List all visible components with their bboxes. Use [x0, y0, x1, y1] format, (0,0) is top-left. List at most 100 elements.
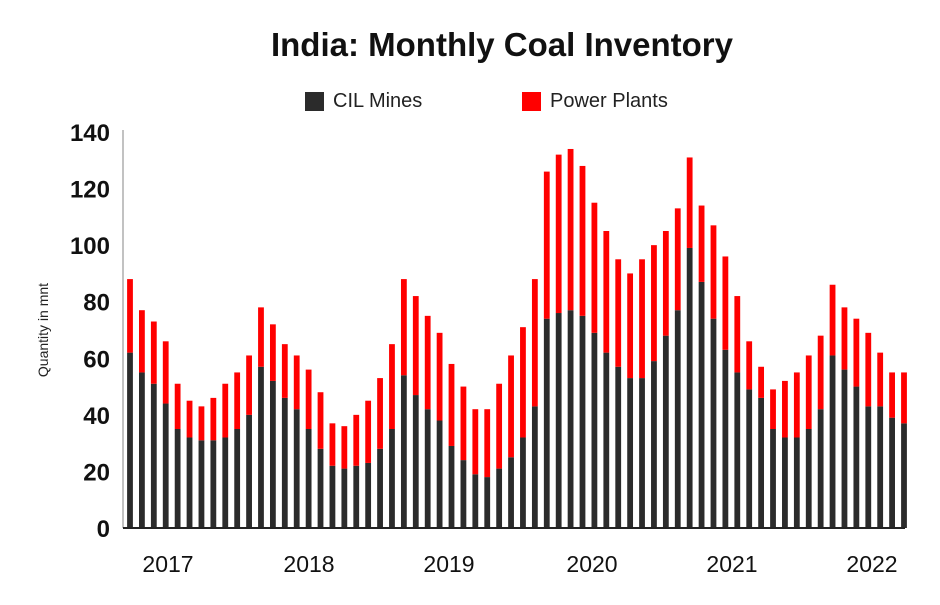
- bar-cil-mines: [793, 437, 800, 528]
- bar-power-plants: [746, 341, 753, 390]
- bar-power-plants: [805, 355, 812, 429]
- bar-cil-mines: [127, 352, 133, 528]
- bar-power-plants: [758, 366, 765, 398]
- bar-cil-mines: [758, 397, 765, 528]
- chart-title: India: Monthly Coal Inventory: [270, 26, 734, 63]
- bar-cil-mines: [329, 465, 336, 528]
- bar-power-plants: [651, 245, 657, 362]
- bar-power-plants: [722, 256, 729, 350]
- bar-cil-mines: [472, 474, 479, 528]
- bar-power-plants: [341, 426, 348, 469]
- bar-power-plants: [258, 307, 264, 367]
- legend-swatch-power-plants: [522, 92, 541, 111]
- bar-cil-mines: [555, 313, 562, 528]
- bar-cil-mines: [877, 406, 884, 528]
- bar-power-plants: [139, 310, 145, 373]
- bar-power-plants: [686, 157, 693, 248]
- bar-power-plants: [829, 284, 836, 356]
- bar-cil-mines: [901, 423, 907, 528]
- bar-cil-mines: [579, 315, 586, 528]
- bar-cil-mines: [436, 420, 443, 528]
- bar-power-plants: [865, 332, 872, 407]
- y-tick-label: 80: [83, 290, 110, 317]
- bar-cil-mines: [531, 406, 538, 528]
- y-tick-label: 0: [97, 516, 110, 543]
- bar-power-plants: [841, 307, 848, 370]
- bar-cil-mines: [543, 318, 550, 528]
- bar-power-plants: [317, 392, 324, 449]
- bar-cil-mines: [389, 429, 395, 528]
- bar-cil-mines: [317, 448, 324, 528]
- y-axis-label: Quantity in mnt: [35, 283, 51, 377]
- bar-cil-mines: [269, 380, 276, 528]
- bar-cil-mines: [377, 448, 383, 528]
- bar-power-plants: [377, 378, 383, 449]
- bar-cil-mines: [520, 437, 526, 528]
- bar-power-plants: [436, 332, 443, 421]
- bar-power-plants: [889, 372, 895, 418]
- bar-cil-mines: [460, 460, 467, 528]
- bar-power-plants: [817, 335, 824, 410]
- bar-cil-mines: [853, 386, 860, 528]
- bar-power-plants: [770, 389, 776, 429]
- bar-cil-mines: [770, 429, 776, 528]
- bar-power-plants: [567, 148, 574, 311]
- bar-power-plants: [543, 171, 550, 319]
- x-tick-label: 2019: [423, 551, 474, 577]
- bar-cil-mines: [305, 429, 312, 528]
- bar-cil-mines: [782, 437, 788, 528]
- bar-power-plants: [472, 409, 479, 475]
- x-tick-label: 2021: [706, 551, 757, 577]
- bars: [127, 148, 907, 528]
- bar-power-plants: [186, 400, 193, 438]
- bar-cil-mines: [424, 409, 431, 528]
- bar-cil-mines: [258, 366, 264, 528]
- legend-item-cil-mines: CIL Mines: [305, 90, 422, 113]
- bar-cil-mines: [508, 457, 514, 528]
- bar-cil-mines: [234, 429, 241, 528]
- bar-cil-mines: [139, 372, 145, 528]
- bar-power-plants: [174, 383, 181, 429]
- bar-power-plants: [305, 369, 312, 429]
- bar-power-plants: [389, 344, 395, 429]
- bar-power-plants: [710, 225, 717, 319]
- bar-power-plants: [698, 205, 705, 282]
- bar-power-plants: [365, 400, 372, 463]
- y-tick-label: 20: [83, 459, 110, 486]
- axes: [122, 130, 905, 529]
- bar-cil-mines: [567, 310, 574, 528]
- bar-power-plants: [234, 372, 241, 429]
- legend-label-cil-mines: CIL Mines: [333, 90, 423, 112]
- bar-power-plants: [448, 363, 455, 446]
- y-axis: 0 20 40 60 80 100 120 140: [70, 120, 110, 543]
- x-tick-label: 2018: [283, 551, 334, 577]
- bar-cil-mines: [150, 383, 157, 528]
- legend-item-power-plants: Power Plants: [522, 90, 668, 113]
- bar-power-plants: [627, 273, 634, 379]
- bar-cil-mines: [222, 437, 229, 528]
- bar-cil-mines: [722, 349, 729, 528]
- bar-power-plants: [424, 315, 431, 410]
- bar-power-plants: [329, 423, 336, 466]
- bar-power-plants: [520, 327, 526, 438]
- bar-power-plants: [662, 231, 669, 336]
- bar-cil-mines: [448, 445, 455, 528]
- x-tick-label: 2017: [142, 551, 193, 577]
- bar-cil-mines: [639, 378, 645, 528]
- bar-power-plants: [496, 383, 503, 469]
- bar-cil-mines: [246, 414, 252, 528]
- y-tick-label: 40: [83, 403, 110, 430]
- bar-cil-mines: [889, 417, 895, 528]
- bar-cil-mines: [210, 440, 217, 528]
- bar-power-plants: [674, 208, 681, 311]
- bar-power-plants: [877, 352, 884, 407]
- x-tick-label: 2020: [566, 551, 617, 577]
- bar-power-plants: [400, 279, 407, 376]
- x-axis: 2017 2018 2019 2020 2021 2022: [142, 551, 897, 577]
- bar-cil-mines: [400, 375, 407, 528]
- bar-power-plants: [353, 414, 360, 466]
- legend: CIL Mines Power Plants: [0, 90, 940, 116]
- bar-power-plants: [603, 231, 610, 353]
- bar-cil-mines: [651, 361, 657, 528]
- y-tick-label: 60: [83, 346, 110, 373]
